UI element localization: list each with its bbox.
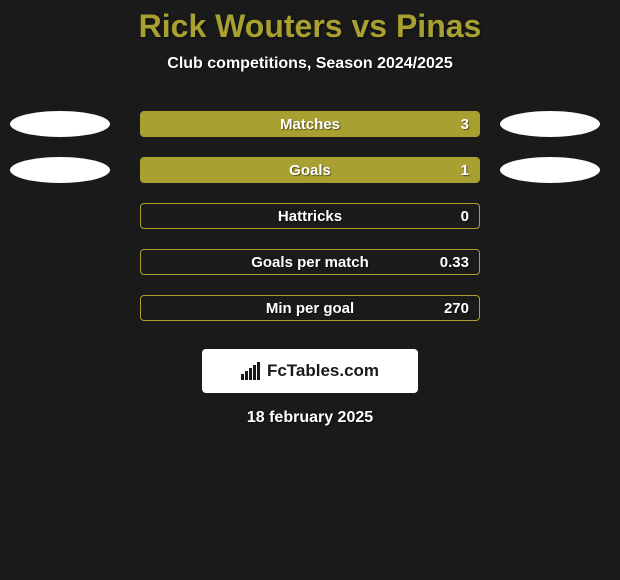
stat-row: Hattricks 0 <box>0 193 620 239</box>
attribution-text: FcTables.com <box>267 361 379 381</box>
stat-row: Matches 3 <box>0 101 620 147</box>
attribution-badge: FcTables.com <box>202 349 418 393</box>
stat-label: Matches <box>280 116 340 133</box>
stat-bar: Min per goal 270 <box>140 295 480 321</box>
comparison-card: Rick Wouters vs Pinas Club competitions,… <box>0 0 620 580</box>
stat-row: Goals per match 0.33 <box>0 239 620 285</box>
stat-row: Goals 1 <box>0 147 620 193</box>
stat-label: Hattricks <box>278 208 342 225</box>
chart-icon <box>241 362 263 380</box>
right-ellipse <box>500 111 600 137</box>
stat-label: Goals <box>289 162 331 179</box>
stat-bar: Hattricks 0 <box>140 203 480 229</box>
stat-bar: Goals per match 0.33 <box>140 249 480 275</box>
stat-value: 270 <box>444 300 469 317</box>
date-text: 18 february 2025 <box>0 409 620 427</box>
stat-bar: Goals 1 <box>140 157 480 183</box>
left-ellipse <box>10 157 110 183</box>
stat-value: 3 <box>461 116 469 133</box>
stat-bar: Matches 3 <box>140 111 480 137</box>
stat-value: 0.33 <box>440 254 469 271</box>
page-title: Rick Wouters vs Pinas <box>0 0 620 45</box>
subtitle: Club competitions, Season 2024/2025 <box>0 55 620 73</box>
right-ellipse <box>500 157 600 183</box>
stat-value: 1 <box>461 162 469 179</box>
left-ellipse <box>10 111 110 137</box>
stat-label: Goals per match <box>251 254 369 271</box>
stat-label: Min per goal <box>266 300 354 317</box>
stats-container: Matches 3 Goals 1 Hattricks 0 Goals per match 0… <box>0 101 620 331</box>
stat-value: 0 <box>461 208 469 225</box>
stat-row: Min per goal 270 <box>0 285 620 331</box>
